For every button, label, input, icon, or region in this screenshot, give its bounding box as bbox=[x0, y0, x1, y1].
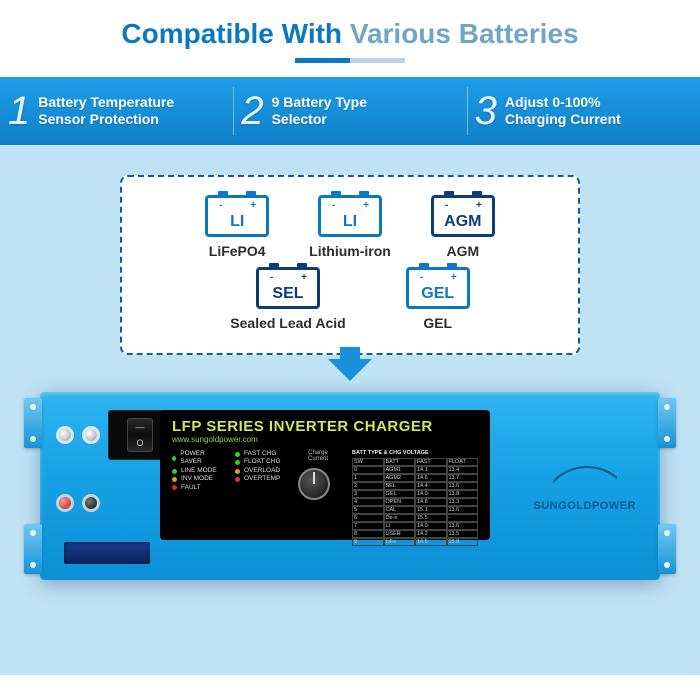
battery-label: AGM bbox=[446, 243, 479, 259]
dial-area: Charge Current bbox=[298, 450, 338, 546]
title-underline bbox=[295, 58, 405, 63]
battery-code: GEL bbox=[421, 286, 454, 302]
battery-icon: - + SEL bbox=[256, 267, 320, 309]
battery-types-box: - + LI LiFePO4 - + LI Lithium-iron - + A… bbox=[120, 175, 580, 355]
battery-label: LiFePO4 bbox=[209, 243, 266, 259]
table-row: 8USER14.213.5 bbox=[352, 530, 478, 538]
table-row: 5CAL15.113.6 bbox=[352, 506, 478, 514]
terminal-negative bbox=[82, 494, 100, 512]
table-row: 7LI14.013.6 bbox=[352, 522, 478, 530]
arrow-down-icon bbox=[328, 359, 372, 381]
features-bar: 1 Battery TemperatureSensor Protection2 … bbox=[0, 77, 700, 145]
dial-label: Charge Current bbox=[298, 450, 338, 462]
battery-type-item: - + LI Lithium-iron bbox=[309, 195, 391, 259]
terminal-port bbox=[56, 426, 74, 444]
table-row: 0AGM114.113.4 bbox=[352, 466, 478, 474]
battery-icon: - + LI bbox=[318, 195, 382, 237]
feature-text: Battery TemperatureSensor Protection bbox=[38, 94, 174, 129]
led-indicator: FAULT bbox=[172, 484, 221, 492]
led-indicator: INV MODE bbox=[172, 475, 221, 483]
feature-number: 3 bbox=[475, 91, 497, 131]
table-row: 3GEL14.013.8 bbox=[352, 490, 478, 498]
feature-item: 2 9 Battery TypeSelector bbox=[233, 77, 466, 145]
battery-row-1: - + LI LiFePO4 - + LI Lithium-iron - + A… bbox=[142, 195, 558, 259]
mount-bracket bbox=[658, 524, 676, 574]
terminal-positive bbox=[56, 494, 74, 512]
battery-type-item: - + LI LiFePO4 bbox=[205, 195, 269, 259]
led-indicator: POWER SAVER bbox=[172, 450, 221, 467]
lower-area: - + LI LiFePO4 - + LI Lithium-iron - + A… bbox=[0, 145, 700, 675]
table-row: 2SEL14.413.6 bbox=[352, 482, 478, 490]
status-leds-left: POWER SAVERLINE MODEINV MODEFAULT bbox=[172, 450, 221, 546]
table-row: 9LiFe14.513.8 bbox=[352, 538, 478, 546]
feature-number: 1 bbox=[8, 91, 30, 131]
battery-type-item: - + AGM AGM bbox=[431, 195, 495, 259]
led-indicator: OVERTEMP bbox=[235, 475, 284, 483]
mount-bracket bbox=[658, 398, 676, 448]
charge-current-dial[interactable] bbox=[298, 468, 330, 500]
battery-row-2: - + SEL Sealed Lead Acid - + GEL GEL bbox=[142, 267, 558, 331]
brand-logo: SUNGOLDPOWER bbox=[533, 460, 636, 512]
led-indicator: OVERLOAD bbox=[235, 467, 284, 475]
feature-text: Adjust 0-100%Charging Current bbox=[505, 94, 621, 129]
header: Compatible With Various Batteries bbox=[0, 0, 700, 71]
inverter-device: —O LFP SERIES INVERTER CHARGER www.sungo… bbox=[40, 392, 660, 580]
table-row: 1AGM214.613.7 bbox=[352, 474, 478, 482]
mount-bracket bbox=[24, 398, 42, 448]
table-heading: BATT TYPE & CHG VOLTAGE bbox=[352, 450, 478, 456]
logo-text: SUNGOLDPOWER bbox=[533, 500, 636, 512]
led-indicator: LINE MODE bbox=[172, 467, 221, 475]
battery-label: Sealed Lead Acid bbox=[230, 315, 345, 331]
battery-code: LI bbox=[230, 214, 244, 230]
panel-url: www.sungoldpower.com bbox=[172, 435, 478, 444]
led-indicator: FAST CHG bbox=[235, 450, 284, 458]
battery-icon: - + LI bbox=[205, 195, 269, 237]
battery-voltage-table: BATT TYPE & CHG VOLTAGE SWBATTFASTFLOAT0… bbox=[352, 450, 478, 546]
mount-bracket bbox=[24, 524, 42, 574]
table-row: SWBATTFASTFLOAT bbox=[352, 458, 478, 466]
feature-text: 9 Battery TypeSelector bbox=[272, 94, 367, 129]
battery-code: LI bbox=[343, 214, 357, 230]
battery-type-item: - + SEL Sealed Lead Acid bbox=[230, 267, 345, 331]
battery-label: GEL bbox=[423, 315, 452, 331]
battery-code: AGM bbox=[444, 214, 481, 230]
feature-item: 3 Adjust 0-100%Charging Current bbox=[467, 77, 700, 145]
table-row: 6De-s15.5- bbox=[352, 514, 478, 522]
table-row: 4OPEN14.813.3 bbox=[352, 498, 478, 506]
arrow-wrap bbox=[40, 359, 660, 386]
feature-item: 1 Battery TemperatureSensor Protection bbox=[0, 77, 233, 145]
battery-icon: - + GEL bbox=[406, 267, 470, 309]
battery-type-item: - + GEL GEL bbox=[406, 267, 470, 331]
status-leds-right: FAST CHGFLOAT CHGOVERLOADOVERTEMP bbox=[235, 450, 284, 546]
battery-label: Lithium-iron bbox=[309, 243, 391, 259]
control-panel: LFP SERIES INVERTER CHARGER www.sungoldp… bbox=[160, 410, 490, 540]
sun-arc-icon bbox=[553, 460, 617, 496]
led-indicator: FLOAT CHG bbox=[235, 458, 284, 466]
power-rocker-switch[interactable]: —O bbox=[127, 418, 153, 452]
lcd-display bbox=[64, 542, 150, 564]
terminal-port bbox=[82, 426, 100, 444]
feature-number: 2 bbox=[241, 91, 263, 131]
title-prefix: Compatible With bbox=[121, 18, 349, 49]
battery-icon: - + AGM bbox=[431, 195, 495, 237]
title-suffix: Various Batteries bbox=[350, 18, 579, 49]
panel-title: LFP SERIES INVERTER CHARGER bbox=[172, 418, 478, 435]
main-title: Compatible With Various Batteries bbox=[0, 18, 700, 50]
battery-code: SEL bbox=[272, 286, 303, 302]
